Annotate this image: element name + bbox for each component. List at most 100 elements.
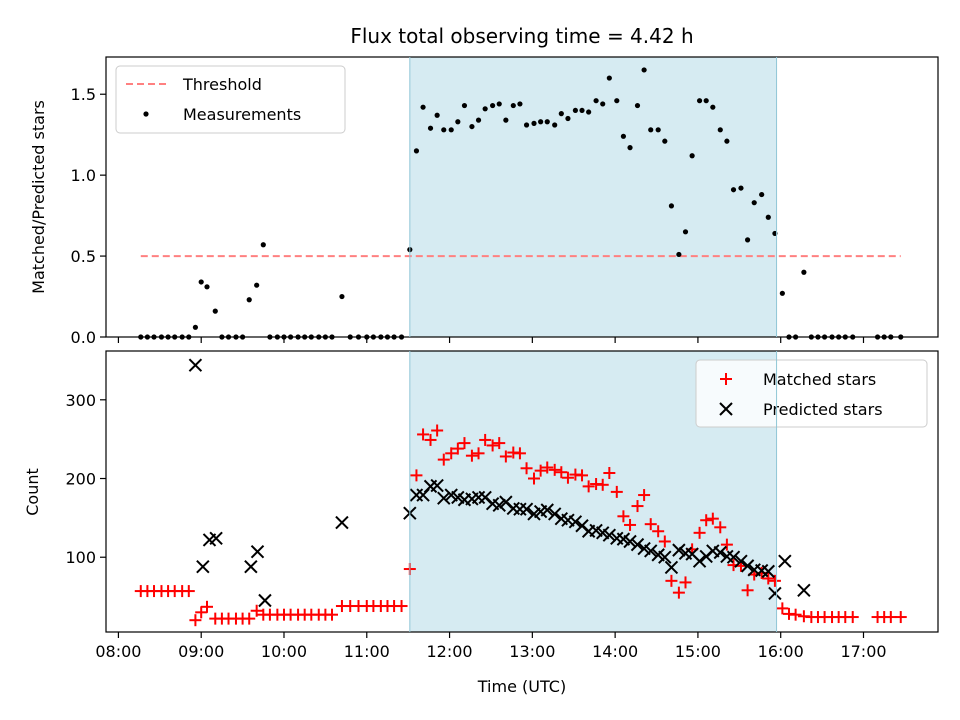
matched-star-point xyxy=(395,600,408,613)
legend-measurements-swatch xyxy=(143,111,149,117)
top-panel: 0.0 0.5 1.0 1.5 Matched/Predicted stars Thr… xyxy=(29,56,939,347)
measurement-point xyxy=(682,229,689,235)
measurement-point xyxy=(420,104,426,110)
measurement-point xyxy=(455,119,461,125)
measurement-point xyxy=(703,98,709,104)
measurement-point xyxy=(475,117,482,123)
top-axes-frame xyxy=(105,56,939,338)
measurement-point xyxy=(490,102,496,109)
matched-star-point xyxy=(644,518,657,531)
measurement-point xyxy=(738,185,744,191)
measurement-point xyxy=(552,122,558,128)
matched-star-point xyxy=(679,576,692,589)
matched-star-point xyxy=(195,606,208,619)
predicted-star-point xyxy=(430,478,444,493)
predicted-star-point xyxy=(692,554,707,568)
predicted-star-point xyxy=(244,559,258,574)
measurement-point xyxy=(427,125,434,131)
x-tick-label: 14:00 xyxy=(592,642,638,661)
measurement-point xyxy=(724,138,730,144)
predicted-star-point xyxy=(568,515,583,529)
measurement-point xyxy=(655,127,661,133)
predicted-star-point xyxy=(602,528,617,542)
x-tick-label: 11:00 xyxy=(344,642,390,661)
legend-predicted-swatch xyxy=(719,402,733,416)
chart-title: Flux total observing time = 4.42 h xyxy=(350,24,693,48)
measurement-point xyxy=(620,133,627,139)
measurement-point xyxy=(558,111,564,117)
x-tick-label: 09:00 xyxy=(178,642,224,661)
matched-star-point xyxy=(451,442,464,455)
matched-star-point xyxy=(631,500,644,513)
measurement-point xyxy=(779,290,785,296)
measurement-point xyxy=(676,251,682,258)
matched-star-point xyxy=(486,439,499,452)
matched-star-point xyxy=(458,437,471,450)
matched-star-point xyxy=(652,525,665,538)
bottom-y-axis-label: Count xyxy=(23,468,42,516)
matched-star-point xyxy=(776,602,789,615)
predicted-star-point xyxy=(437,491,451,505)
matched-star-point xyxy=(576,469,589,482)
matched-star-point xyxy=(610,485,623,498)
matched-star-point xyxy=(520,462,533,475)
legend-predicted-label: Predicted stars xyxy=(763,400,883,419)
predicted-star-point xyxy=(761,564,775,579)
matched-star-point xyxy=(638,489,651,502)
bottom-y-axis: 100 200 300 xyxy=(65,391,106,567)
measurement-point xyxy=(634,102,641,109)
measurement-point xyxy=(565,115,571,122)
matched-star-point xyxy=(555,466,568,479)
predicted-star-point xyxy=(250,545,265,559)
legend-measurements-label: Measurements xyxy=(183,105,301,124)
predicted-star-point xyxy=(778,554,792,568)
measurement-point xyxy=(413,148,420,154)
top-x-ticks xyxy=(117,337,865,343)
predicted-star-point xyxy=(196,559,210,574)
predicted-star-point xyxy=(644,544,658,558)
predicted-star-point xyxy=(335,515,349,530)
predicted-star-point xyxy=(623,534,637,549)
measurement-point xyxy=(689,153,695,159)
measurement-point xyxy=(434,112,440,118)
measurement-point xyxy=(730,187,737,193)
matched-star-point xyxy=(417,428,430,441)
matched-star-point xyxy=(437,453,450,466)
matched-star-point xyxy=(762,572,775,585)
top-shaded-span xyxy=(409,57,777,337)
measurement-point xyxy=(510,102,516,109)
predicted-star-point xyxy=(664,560,679,575)
matched-star-point xyxy=(548,463,561,476)
bottom-y-tick-label: 200 xyxy=(65,470,96,489)
top-y-axis-label: Matched/Predicted stars xyxy=(29,100,48,294)
matched-star-point xyxy=(499,450,512,463)
predicted-star-point xyxy=(519,502,534,516)
matched-star-point xyxy=(182,585,195,598)
matched-star-point xyxy=(189,614,202,627)
matched-star-point xyxy=(513,447,526,460)
matched-star-point xyxy=(445,447,458,460)
predicted-star-point xyxy=(258,593,272,608)
matched-star-point xyxy=(741,584,754,597)
matched-star-point xyxy=(894,611,907,624)
measurement-point xyxy=(254,282,260,288)
measurement-point xyxy=(544,119,550,125)
matched-star-point xyxy=(720,538,733,551)
bottom-axes-frame xyxy=(105,350,939,633)
measurement-point xyxy=(461,102,468,109)
matched-star-point xyxy=(596,478,609,491)
predicted-star-point xyxy=(547,507,562,521)
legend-matched-label: Matched stars xyxy=(763,370,876,389)
measurement-point xyxy=(600,101,606,107)
legend-matched-swatch xyxy=(720,373,732,385)
top-legend: Threshold Measurements xyxy=(115,65,346,134)
measurement-point xyxy=(614,98,620,104)
predicted-star-point xyxy=(726,550,741,564)
matched-star-point xyxy=(561,471,574,484)
measurement-point xyxy=(198,279,204,285)
bottom-y-tick-label: 100 xyxy=(65,548,96,567)
measurement-point xyxy=(523,122,530,128)
measurement-point xyxy=(517,101,523,107)
bottom-y-tick-label: 300 xyxy=(65,391,96,410)
